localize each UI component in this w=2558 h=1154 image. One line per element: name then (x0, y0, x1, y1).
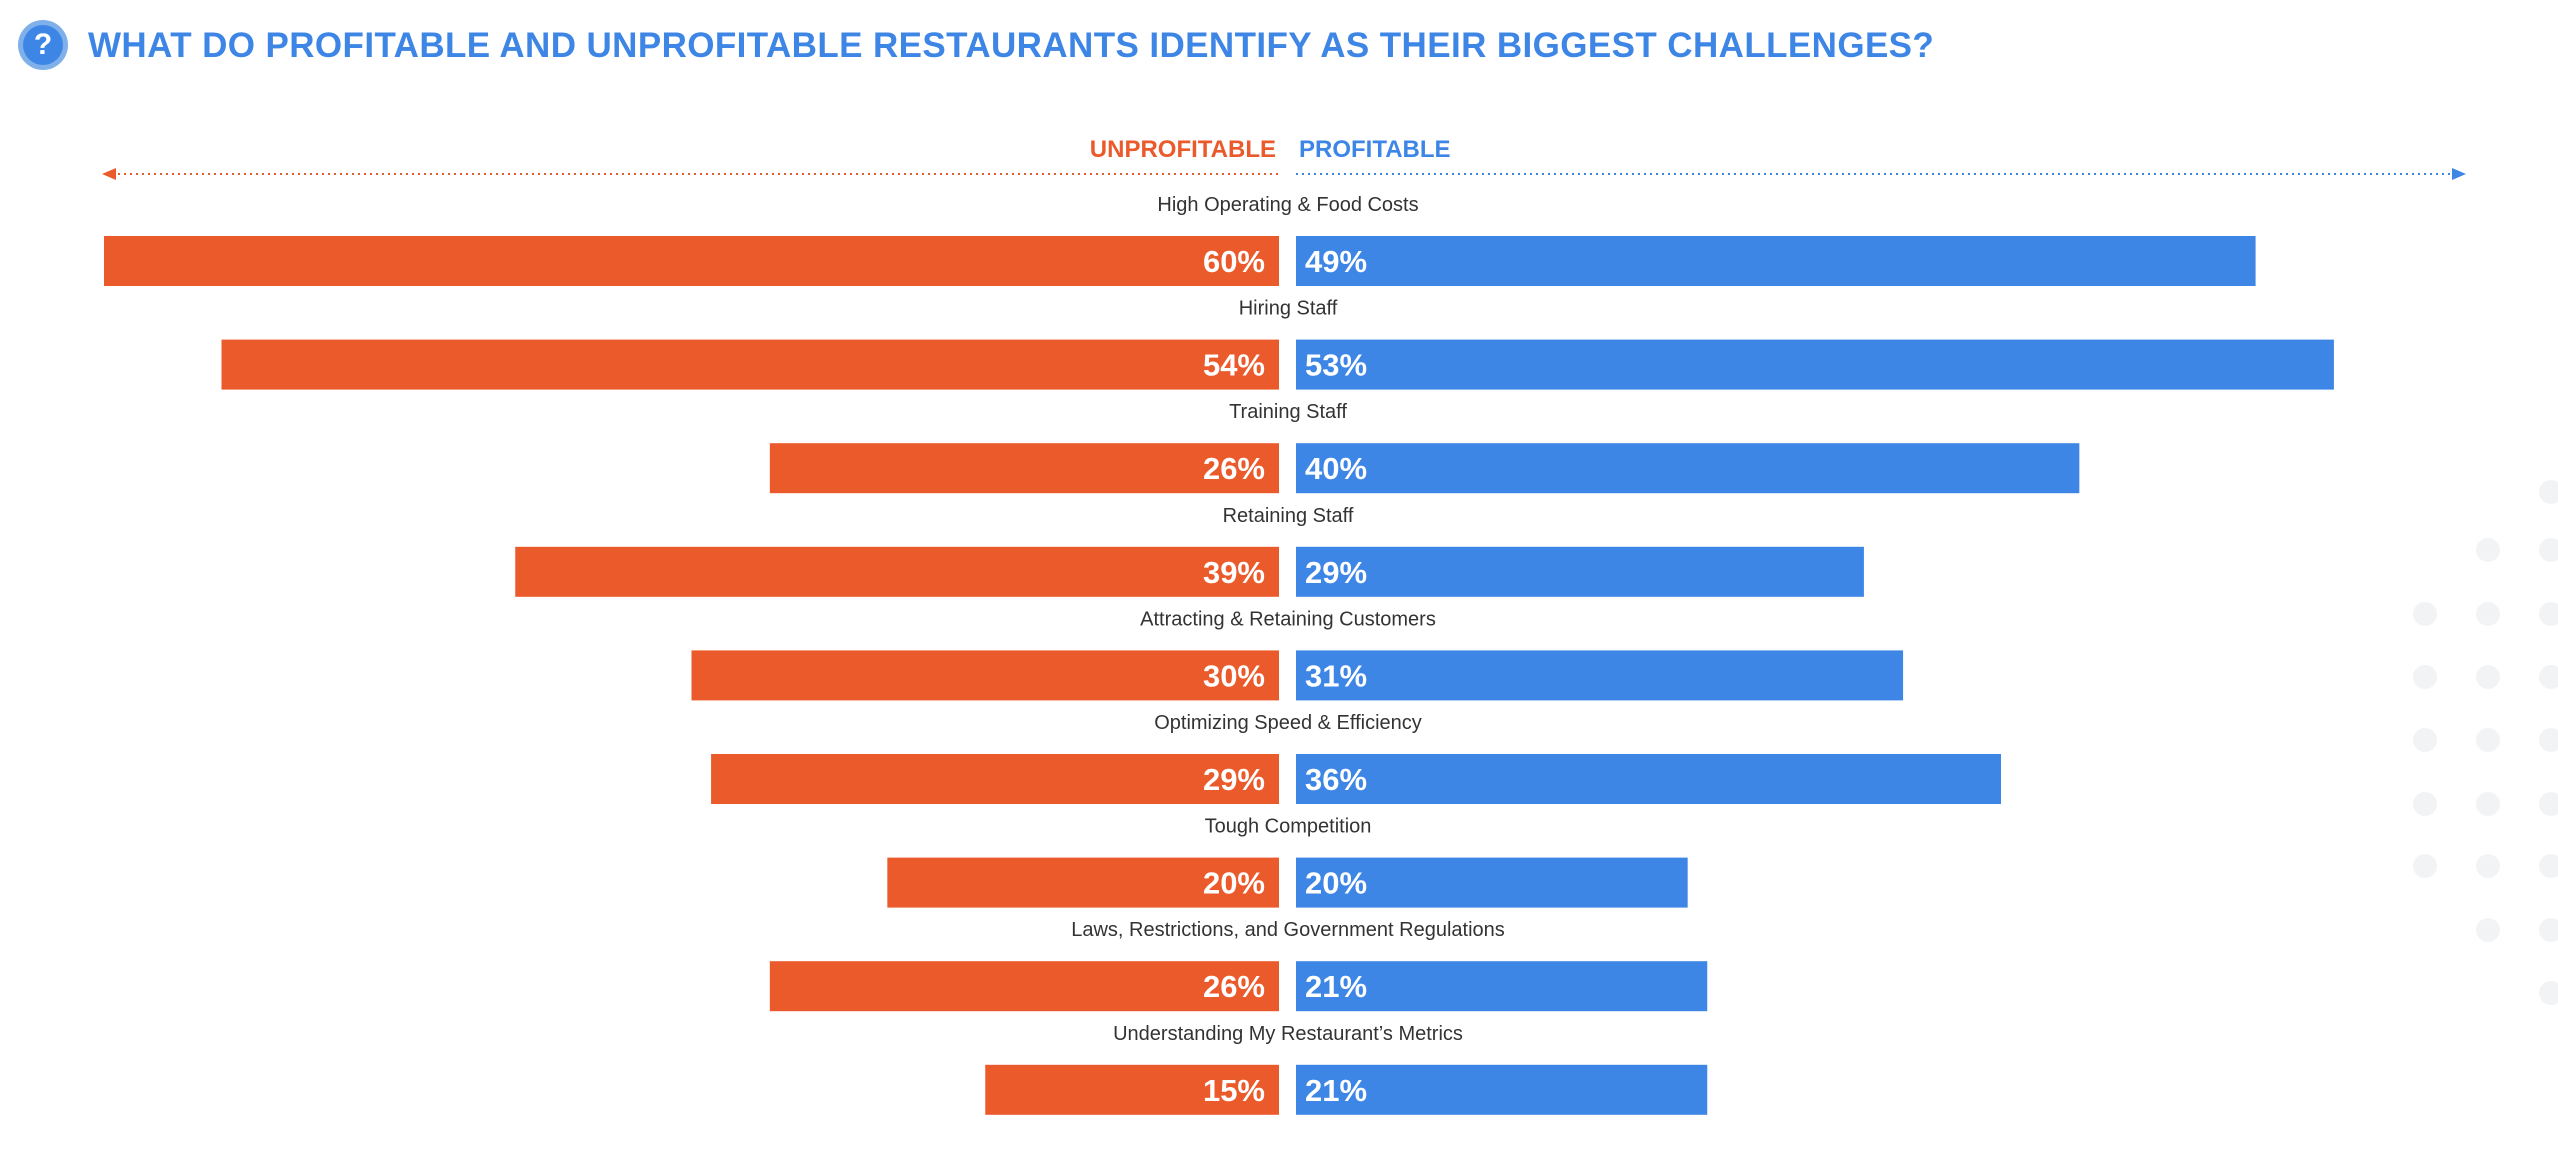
decorative-dot (2476, 538, 2500, 562)
category-label: Laws, Restrictions, and Government Regul… (1071, 919, 1505, 941)
value-label-unprofitable: 26% (1203, 969, 1265, 1004)
value-label-profitable: 29% (1305, 555, 1367, 590)
category-label: High Operating & Food Costs (1157, 194, 1418, 216)
value-label-unprofitable: 39% (1203, 555, 1265, 590)
category-label: Understanding My Restaurant’s Metrics (1113, 1023, 1463, 1045)
category-label: Retaining Staff (1223, 505, 1354, 527)
bar-unprofitable (985, 1064, 1279, 1115)
bar-unprofitable (691, 650, 1279, 701)
chart-title: WHAT DO PROFITABLE AND UNPROFITABLE REST… (88, 26, 1935, 65)
decorative-dot (2539, 981, 2558, 1005)
bar-unprofitable (769, 961, 1279, 1012)
category-label: Tough Competition (1205, 816, 1372, 838)
decorative-dot (2476, 665, 2500, 689)
value-label-profitable: 21% (1305, 969, 1367, 1004)
decorative-dot (2539, 792, 2558, 816)
question-icon: ? (18, 20, 68, 70)
decorative-dot (2413, 602, 2437, 626)
decorative-dot (2413, 792, 2437, 816)
value-label-unprofitable: 30% (1203, 658, 1265, 693)
arrowhead-left-icon (102, 168, 116, 180)
decorative-dot (2476, 918, 2500, 942)
value-label-unprofitable: 15% (1203, 1073, 1265, 1108)
question-glyph: ? (23, 25, 63, 65)
decorative-dot (2539, 665, 2558, 689)
value-label-profitable: 49% (1305, 244, 1367, 279)
decorative-dot (2539, 602, 2558, 626)
decorative-dot (2539, 854, 2558, 878)
decorative-dot (2539, 480, 2558, 504)
decorative-dot (2476, 792, 2500, 816)
value-label-unprofitable: 26% (1203, 451, 1265, 486)
bar-profitable (1296, 1064, 1708, 1115)
bar-profitable (1296, 857, 1688, 908)
value-label-profitable: 40% (1305, 451, 1367, 486)
category-label: Optimizing Speed & Efficiency (1154, 712, 1422, 734)
bar-unprofitable (221, 339, 1279, 390)
decorative-dot (2476, 602, 2500, 626)
bar-profitable (1296, 961, 1708, 1012)
value-label-profitable: 53% (1305, 348, 1367, 383)
value-label-profitable: 31% (1305, 658, 1367, 693)
bar-unprofitable (515, 546, 1279, 597)
bar-unprofitable (104, 236, 1279, 286)
value-label-unprofitable: 29% (1203, 762, 1265, 797)
value-label-unprofitable: 54% (1203, 348, 1265, 383)
bar-profitable (1296, 546, 1864, 597)
bar-profitable (1296, 754, 2001, 804)
value-label-unprofitable: 20% (1203, 866, 1265, 901)
bar-unprofitable (711, 754, 1279, 804)
legend-profitable: PROFITABLE (1299, 136, 1451, 163)
value-label-profitable: 21% (1305, 1073, 1367, 1108)
decorative-dot (2476, 728, 2500, 752)
bar-unprofitable (887, 857, 1279, 908)
bar-unprofitable (769, 443, 1279, 494)
arrowhead-right-icon (2452, 168, 2466, 180)
value-label-unprofitable: 60% (1203, 244, 1265, 279)
decorative-dot (2413, 665, 2437, 689)
bar-profitable (1296, 339, 2334, 390)
category-label: Attracting & Retaining Customers (1140, 608, 1436, 630)
bar-profitable (1296, 443, 2080, 494)
decorative-dot (2413, 854, 2437, 878)
category-label: Training Staff (1229, 401, 1347, 423)
decorative-dot (2413, 728, 2437, 752)
value-label-profitable: 36% (1305, 762, 1367, 797)
decorative-dot (2539, 728, 2558, 752)
decorative-dot (2476, 854, 2500, 878)
legend-unprofitable: UNPROFITABLE (1090, 136, 1276, 163)
bar-profitable (1296, 236, 2256, 286)
category-label: Hiring Staff (1239, 298, 1338, 320)
decorative-dot (2539, 538, 2558, 562)
bar-profitable (1296, 650, 1904, 701)
decorative-dot (2539, 918, 2558, 942)
value-label-profitable: 20% (1305, 866, 1367, 901)
